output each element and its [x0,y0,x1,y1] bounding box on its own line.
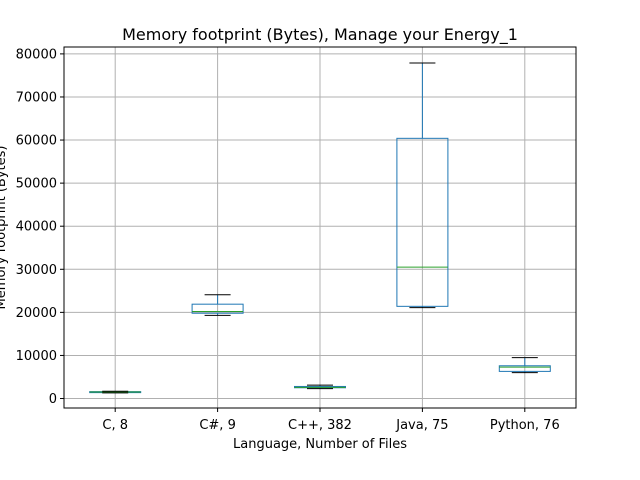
y-tick-label: 70000 [16,90,57,105]
x-tick-label: Java, 75 [395,418,448,433]
y-tick-label: 80000 [16,47,57,62]
boxes [89,62,551,394]
grid [64,47,576,408]
box-iqr [498,365,551,372]
x-tick-label: Python, 76 [490,418,560,433]
y-tick-label: 40000 [16,220,57,235]
y-tick-label: 0 [49,392,57,407]
box-iqr [396,137,449,307]
y-tick-label: 30000 [16,263,57,278]
y-axis-label: Memory footprint (Bytes) [0,146,9,310]
y-tick-label: 50000 [16,177,57,192]
x-tick-label: C#, 9 [199,418,236,433]
x-tick-label: C, 8 [102,418,128,433]
x-tick-label: C++, 382 [288,418,352,433]
y-axis-ticks: 0 10000 20000 30000 40000 50000 60000 70000 8000… [16,47,64,407]
y-tick-label: 60000 [16,134,57,149]
y-tick-label: 10000 [16,349,57,364]
chart-title: Memory footprint (Bytes), Manage your En… [122,25,518,45]
x-axis-ticks: C, 8 C#, 9 C++, 382 Java, 75 Python, 76 [102,408,560,433]
x-axis-label: Language, Number of Files [233,437,407,452]
y-tick-label: 20000 [16,306,57,321]
box-iqr [191,303,244,314]
